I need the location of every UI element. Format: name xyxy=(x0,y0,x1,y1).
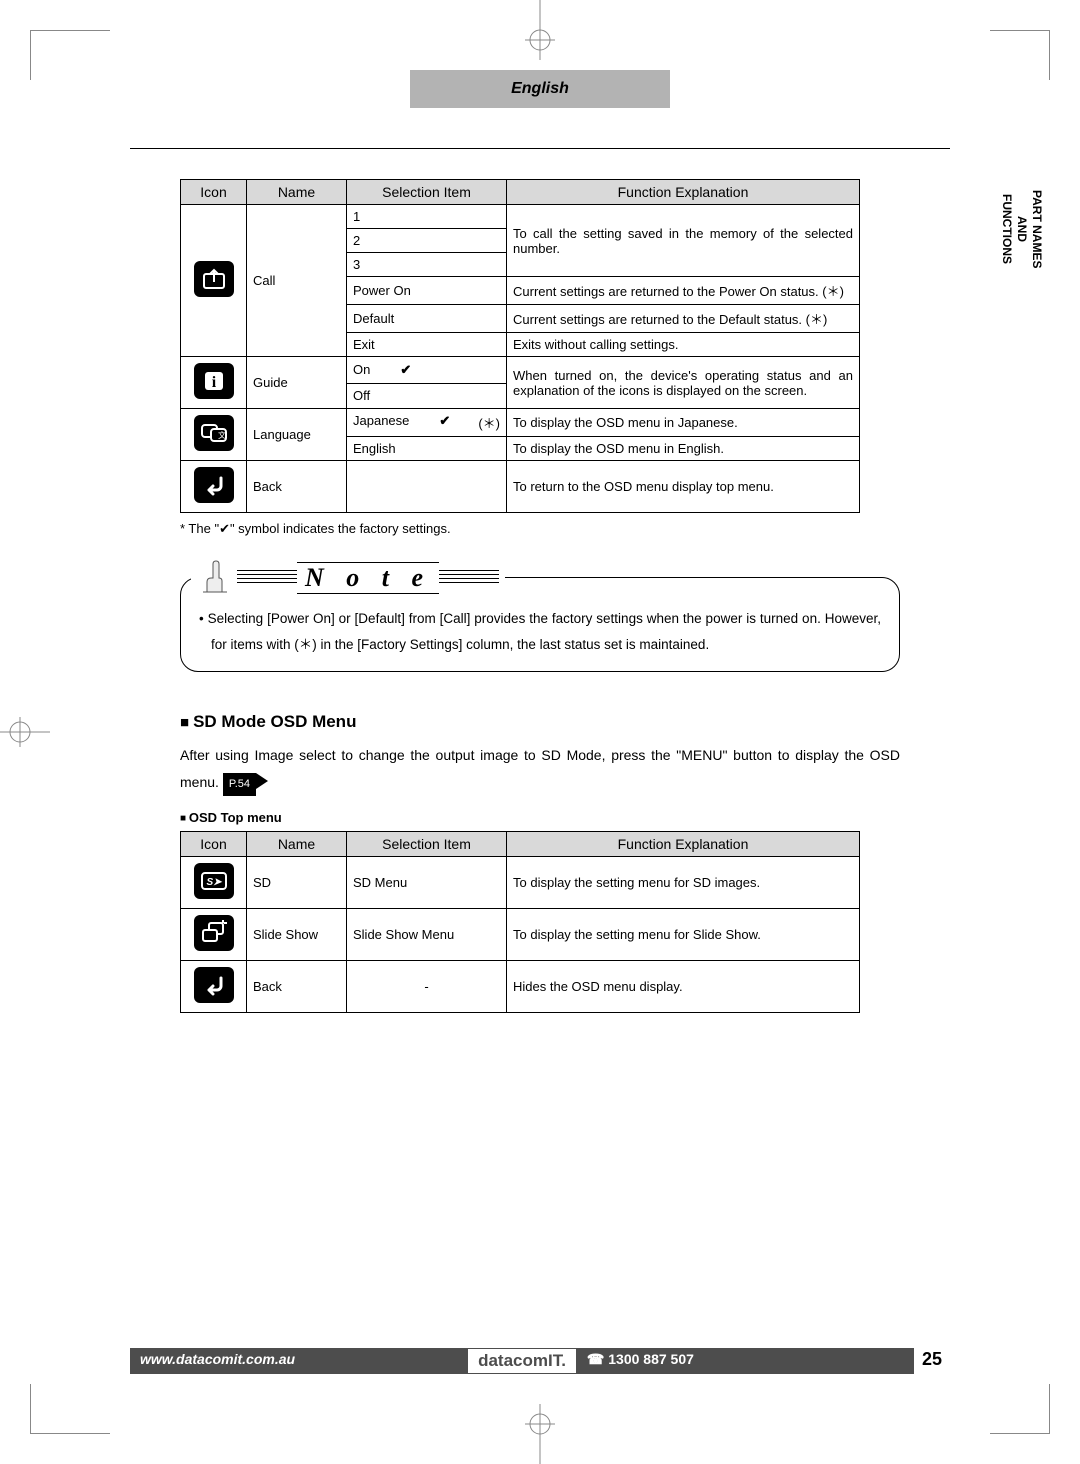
selection-item: On✔ xyxy=(347,357,507,384)
back-icon xyxy=(194,467,234,503)
selection-item: Power On xyxy=(347,277,507,305)
col-icon: Icon xyxy=(181,831,247,856)
function-text: Current settings are returned to the Def… xyxy=(507,305,860,333)
note-box: N o t e Selecting [Power On] or [Default… xyxy=(180,577,900,672)
selection-item: Exit xyxy=(347,333,507,357)
note-decoration xyxy=(237,569,297,586)
slideshow-icon xyxy=(194,915,234,951)
crop-mark xyxy=(990,1384,1050,1434)
info-icon: i xyxy=(194,363,234,399)
note-text: Selecting [Power On] or [Default] from [… xyxy=(211,606,881,657)
note-label: N o t e xyxy=(297,562,439,594)
footer-brand: datacomIT. xyxy=(467,1348,577,1374)
page-footer: www.datacomit.com.au datacomIT. 1300 887… xyxy=(130,1348,950,1374)
row-name: Call xyxy=(247,205,347,357)
row-name: Guide xyxy=(247,357,347,409)
function-text: Current settings are returned to the Pow… xyxy=(507,277,860,305)
row-name: SD xyxy=(247,856,347,908)
row-name: Back xyxy=(247,461,347,513)
function-text: To return to the OSD menu display top me… xyxy=(507,461,860,513)
note-decoration xyxy=(439,569,499,586)
col-name: Name xyxy=(247,831,347,856)
osd-settings-table: Icon Name Selection Item Function Explan… xyxy=(180,179,860,513)
function-text: Hides the OSD menu display. xyxy=(507,960,860,1012)
col-icon: Icon xyxy=(181,180,247,205)
language-tab: English xyxy=(410,70,670,108)
function-text: To display the OSD menu in English. xyxy=(507,437,860,461)
function-text: To display the setting menu for Slide Sh… xyxy=(507,908,860,960)
function-text: To display the OSD menu in Japanese. xyxy=(507,409,860,437)
selection-item: Default xyxy=(347,305,507,333)
selection-item: - xyxy=(347,960,507,1012)
function-text: To display the setting menu for SD image… xyxy=(507,856,860,908)
registration-mark xyxy=(0,712,50,752)
crop-mark xyxy=(30,30,110,80)
osd-top-menu-table: Icon Name Selection Item Function Explan… xyxy=(180,831,860,1013)
col-selection: Selection Item xyxy=(347,831,507,856)
col-name: Name xyxy=(247,180,347,205)
divider xyxy=(130,148,950,149)
footer-phone: 1300 887 507 xyxy=(577,1348,914,1374)
registration-mark xyxy=(520,1404,560,1464)
page-number: 25 xyxy=(914,1348,950,1374)
col-function: Function Explanation xyxy=(507,180,860,205)
selection-item: Japanese✔(＊) xyxy=(347,409,507,437)
col-function: Function Explanation xyxy=(507,831,860,856)
selection-item xyxy=(347,461,507,513)
footer-url: www.datacomit.com.au xyxy=(130,1348,467,1374)
language-icon: 文 xyxy=(194,415,234,451)
selection-item: 2 xyxy=(347,229,507,253)
selection-item: 1 xyxy=(347,205,507,229)
check-icon: ✔ xyxy=(439,413,450,428)
function-text: When turned on, the device's operating s… xyxy=(507,357,860,409)
svg-text:文: 文 xyxy=(218,430,226,440)
selection-item: 3 xyxy=(347,253,507,277)
selection-item: Slide Show Menu xyxy=(347,908,507,960)
page-reference: P.54 xyxy=(223,773,256,796)
call-icon xyxy=(194,261,234,297)
function-text: Exits without calling settings. xyxy=(507,333,860,357)
section-heading: SD Mode OSD Menu xyxy=(180,712,950,732)
registration-mark xyxy=(520,0,560,60)
section-paragraph: After using Image select to change the o… xyxy=(180,742,900,795)
selection-item: SD Menu xyxy=(347,856,507,908)
sub-heading: OSD Top menu xyxy=(180,810,950,825)
row-name: Slide Show xyxy=(247,908,347,960)
svg-text:S➤: S➤ xyxy=(206,877,223,888)
footnote: * The "✔" symbol indicates the factory s… xyxy=(180,521,950,537)
selection-item: Off xyxy=(347,383,507,408)
col-selection: Selection Item xyxy=(347,180,507,205)
sd-card-icon: S➤ xyxy=(194,863,234,899)
crop-mark xyxy=(990,30,1050,80)
function-text: To call the setting saved in the memory … xyxy=(507,205,860,277)
check-icon: ✔ xyxy=(400,362,411,377)
selection-item: English xyxy=(347,437,507,461)
row-name: Language xyxy=(247,409,347,461)
crop-mark xyxy=(30,1384,110,1434)
svg-text:i: i xyxy=(211,374,216,391)
pointing-hand-icon xyxy=(197,556,233,599)
back-icon xyxy=(194,967,234,1003)
section-side-tab: PART NAMES AND FUNCTIONS xyxy=(999,190,1044,268)
row-name: Back xyxy=(247,960,347,1012)
